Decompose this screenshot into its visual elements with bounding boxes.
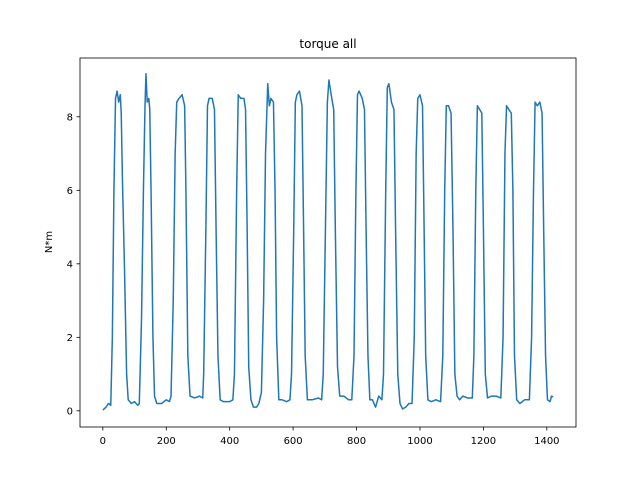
y-tick-label: 0 xyxy=(67,406,73,417)
x-tick-label: 600 xyxy=(284,436,303,447)
x-tick-label: 800 xyxy=(347,436,366,447)
axes-frame xyxy=(79,57,577,428)
x-tick-label: 1400 xyxy=(534,436,559,447)
y-axis-label: N*m xyxy=(44,231,55,253)
x-tick-label: 1200 xyxy=(471,436,496,447)
y-tick-label: 8 xyxy=(67,112,73,123)
x-tick-label: 400 xyxy=(220,436,239,447)
x-tick-label: 0 xyxy=(100,436,106,447)
data-line xyxy=(102,73,554,411)
y-tick-label: 2 xyxy=(67,333,73,344)
x-tick-label: 200 xyxy=(157,436,176,447)
y-tick-label: 6 xyxy=(67,186,73,197)
chart-title: torque all xyxy=(299,37,356,51)
x-tick-label: 1000 xyxy=(407,436,432,447)
y-tick-label: 4 xyxy=(67,259,73,270)
